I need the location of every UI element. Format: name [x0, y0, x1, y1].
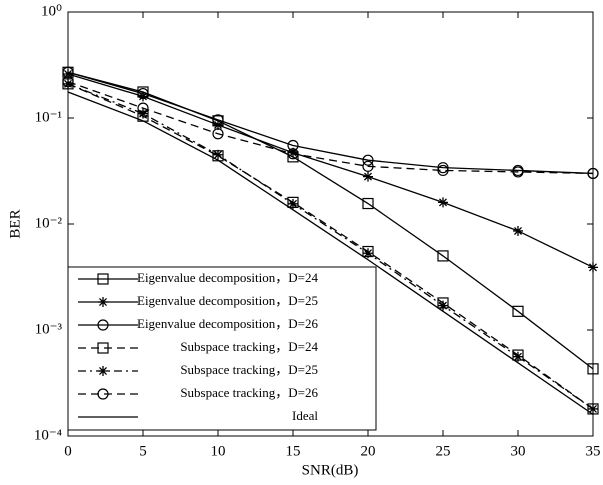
marker — [213, 149, 223, 160]
marker — [63, 69, 73, 80]
marker — [287, 139, 299, 152]
legend-label: Ideal — [292, 408, 318, 423]
marker — [587, 363, 599, 375]
series-line — [67, 91, 594, 415]
x-tick-label: 10 — [211, 443, 226, 459]
legend-label: Eigenvalue decomposition，D=26 — [137, 316, 318, 331]
marker — [437, 164, 449, 177]
y-tick-label: 10⁻¹ — [35, 109, 62, 125]
marker — [512, 166, 524, 178]
marker — [288, 198, 298, 209]
marker — [362, 154, 374, 166]
y-tick-label: 10⁻³ — [35, 321, 63, 337]
marker — [363, 171, 373, 182]
legend-label: Eigenvalue decomposition，D=24 — [137, 270, 318, 285]
x-tick-label: 35 — [586, 443, 601, 459]
marker — [513, 225, 523, 236]
marker — [63, 78, 73, 89]
marker — [588, 262, 598, 273]
marker — [62, 76, 74, 88]
series-line — [67, 81, 594, 175]
x-tick-label: 25 — [436, 443, 451, 459]
legend-marker — [97, 342, 109, 354]
marker — [212, 128, 224, 140]
legend-marker — [97, 273, 109, 285]
marker — [137, 102, 149, 114]
marker — [362, 160, 374, 172]
x-tick-label: 5 — [139, 443, 147, 459]
series-line — [67, 71, 594, 175]
marker — [288, 147, 298, 158]
marker — [438, 197, 448, 208]
x-tick-label: 15 — [286, 443, 301, 459]
marker — [137, 87, 149, 100]
series-line — [67, 73, 594, 268]
legend-label: Subspace tracking，D=25 — [180, 362, 318, 377]
marker — [587, 167, 599, 180]
legend-label: Eigenvalue decomposition，D=25 — [137, 293, 318, 308]
series-line — [67, 83, 594, 410]
marker — [138, 91, 148, 102]
marker — [363, 248, 373, 259]
marker — [588, 403, 598, 414]
x-tick-label: 0 — [64, 443, 72, 459]
x-tick-label: 20 — [361, 443, 376, 459]
marker — [437, 250, 449, 262]
marker — [512, 305, 524, 317]
legend-label: Subspace tracking，D=24 — [180, 339, 318, 354]
marker — [438, 300, 448, 311]
legend: Eigenvalue decomposition，D=24 Eigenvalue … — [67, 266, 377, 431]
marker — [513, 351, 523, 362]
marker — [212, 114, 224, 126]
x-tick-label: 30 — [511, 443, 526, 459]
marker — [287, 148, 299, 160]
x-axis-label: SNR(dB) — [302, 462, 359, 478]
marker — [362, 197, 374, 210]
y-tick-label: 10⁻⁴ — [34, 427, 62, 443]
legend-marker — [97, 388, 109, 400]
y-axis-label: BER — [7, 209, 23, 238]
legend-label: Subspace tracking，D=26 — [180, 385, 318, 400]
legend-marker — [97, 319, 109, 331]
y-tick-label: 10⁻² — [35, 215, 63, 231]
legend-marker — [98, 366, 108, 376]
legend-marker — [98, 297, 108, 307]
series-line — [67, 71, 594, 370]
series-line — [67, 83, 594, 410]
marker — [437, 162, 449, 174]
y-tick-label: 10⁰ — [41, 3, 62, 19]
